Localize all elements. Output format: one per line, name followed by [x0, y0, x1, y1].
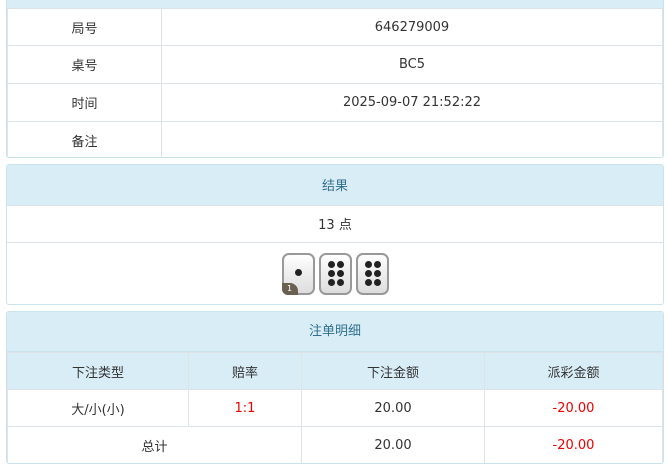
label: 备注	[7, 121, 162, 157]
label: 时间	[7, 83, 162, 122]
die-6-icon	[355, 252, 389, 295]
col-type: 下注类型	[7, 352, 189, 390]
bets-panel: 注单明细 下注类型 赔率 下注金额 派彩金额 大/小(小) 1:1 20.00 …	[6, 311, 664, 464]
total-payout: -20.00	[484, 426, 663, 463]
info-header	[7, 0, 663, 8]
bets-header-row: 下注类型 赔率 下注金额 派彩金额	[7, 352, 663, 390]
table-row: 局号 646279009	[7, 8, 663, 46]
label: 局号	[7, 8, 162, 46]
col-amount: 下注金额	[301, 352, 485, 390]
table-row: 大/小(小) 1:1 20.00 -20.00	[7, 389, 663, 427]
info-badge[interactable]: 1	[281, 282, 298, 295]
remark	[161, 121, 663, 157]
round-id: 646279009	[161, 8, 663, 46]
die-1-icon: 1	[281, 252, 315, 295]
bets-title: 注单明细	[7, 312, 663, 352]
total-label: 总计	[7, 426, 302, 463]
info-panel: 局号 646279009 桌号 BC5 时间 2025-09-07 21:52:22 …	[6, 0, 664, 158]
table-row: 备注	[7, 121, 663, 157]
bet-type: 大/小(小)	[7, 389, 189, 427]
time: 2025-09-07 21:52:22	[161, 83, 663, 122]
total-amount: 20.00	[301, 426, 485, 463]
table-row: 时间 2025-09-07 21:52:22	[7, 83, 663, 122]
points: 13 点	[7, 204, 663, 243]
payout: -20.00	[484, 389, 663, 427]
result-header: 结果	[7, 165, 663, 205]
label: 桌号	[7, 45, 162, 84]
die-6-icon	[318, 252, 352, 295]
amount: 20.00	[301, 389, 485, 427]
table-row: 桌号 BC5	[7, 45, 663, 84]
result-title: 结果	[321, 179, 348, 195]
odds: 1:1	[188, 389, 302, 427]
dice-row: 1	[7, 243, 663, 305]
table-id: BC5	[161, 45, 663, 84]
col-payout: 派彩金额	[484, 352, 663, 390]
col-odds: 赔率	[188, 352, 302, 390]
total-row: 总计 20.00 -20.00	[7, 426, 663, 463]
result-panel: 结果 13 点 1	[6, 164, 664, 305]
